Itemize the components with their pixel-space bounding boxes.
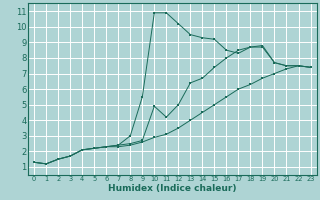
X-axis label: Humidex (Indice chaleur): Humidex (Indice chaleur) bbox=[108, 184, 236, 193]
